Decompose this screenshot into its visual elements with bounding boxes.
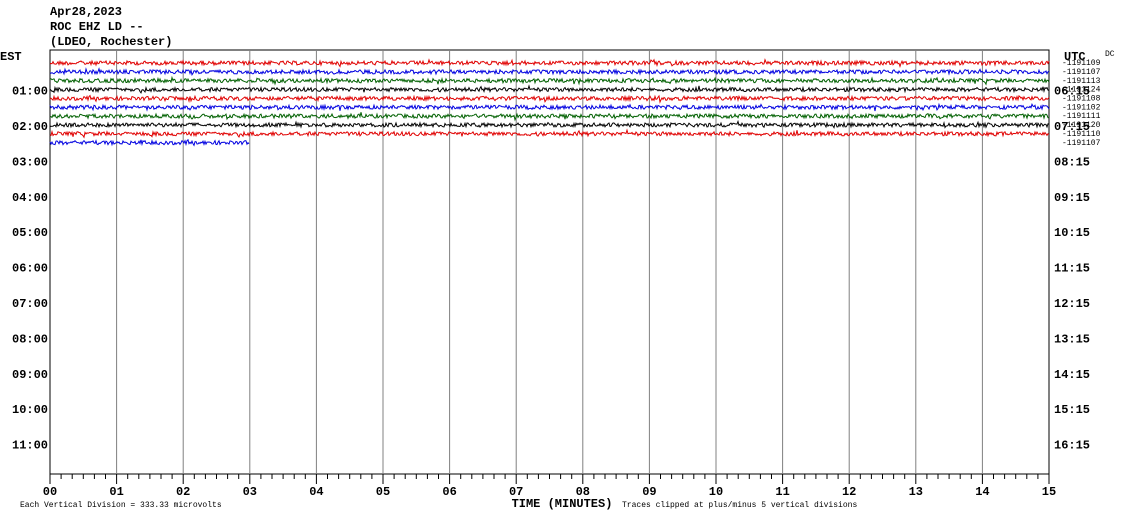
left-hour-label: 01:00 <box>12 85 48 99</box>
x-tick-label: 14 <box>975 485 989 499</box>
trace <box>49 138 250 147</box>
x-tick-label: 01 <box>109 485 123 499</box>
x-tick-label: 03 <box>243 485 257 499</box>
dc-label: -1191107 <box>1062 68 1101 77</box>
dc-label: -1191108 <box>1062 95 1101 104</box>
left-hour-label: 03:00 <box>12 155 48 169</box>
trace <box>49 102 1050 112</box>
dc-label: -1191107 <box>1062 139 1101 148</box>
right-hour-label: 14:15 <box>1054 368 1090 382</box>
right-hour-label: 13:15 <box>1054 332 1090 346</box>
x-tick-label: 11 <box>775 485 789 499</box>
dc-label: -1191102 <box>1062 103 1101 112</box>
dc-label: -1191113 <box>1062 77 1101 86</box>
plot-frame <box>49 49 1050 475</box>
right-hour-label: 07:15 <box>1054 120 1090 134</box>
right-hour-label: 16:15 <box>1054 439 1090 453</box>
trace <box>49 58 1050 69</box>
right-hour-label: 09:15 <box>1054 191 1090 205</box>
station: ROC EHZ LD -- <box>50 20 144 34</box>
x-tick-label: 04 <box>309 485 323 499</box>
trace <box>49 128 1050 139</box>
x-tick-label: 15 <box>1042 485 1056 499</box>
left-hour-label: 07:00 <box>12 297 48 311</box>
left-hour-label: 10:00 <box>12 403 48 417</box>
dc-title: DC <box>1105 50 1115 59</box>
left-axis-title: EST <box>0 50 22 64</box>
left-hour-label: 02:00 <box>12 120 48 134</box>
x-tick-label: 06 <box>442 485 456 499</box>
dc-label: -1191109 <box>1062 59 1101 68</box>
dc-label: -1191111 <box>1062 112 1101 121</box>
trace <box>49 112 1050 122</box>
trace <box>49 94 1050 104</box>
x-tick-label: 08 <box>576 485 590 499</box>
left-hour-label: 04:00 <box>12 191 48 205</box>
left-hour-label: 08:00 <box>12 332 48 346</box>
scale-note: Each Vertical Division = 333.33 microvol… <box>20 501 222 510</box>
x-tick-label: 02 <box>176 485 190 499</box>
right-hour-label: 15:15 <box>1054 403 1090 417</box>
dc-label: -1191110 <box>1062 130 1101 139</box>
clip-note: Traces clipped at plus/minus 5 vertical … <box>622 501 857 510</box>
x-tick-label: 00 <box>43 485 57 499</box>
left-hour-label: 06:00 <box>12 262 48 276</box>
dc-label: -1191120 <box>1062 121 1101 130</box>
right-hour-label: 11:15 <box>1054 262 1090 276</box>
x-tick-label: 12 <box>842 485 856 499</box>
x-tick-label: 07 <box>509 485 523 499</box>
x-tick-label: 05 <box>376 485 390 499</box>
trace <box>49 67 1050 76</box>
dc-label: -1191124 <box>1062 86 1101 95</box>
right-hour-label: 10:15 <box>1054 226 1090 240</box>
x-tick-label: 10 <box>709 485 723 499</box>
x-axis-title: TIME (MINUTES) <box>512 497 613 511</box>
left-hour-label: 09:00 <box>12 368 48 382</box>
x-tick-label: 09 <box>642 485 656 499</box>
trace <box>49 119 1050 129</box>
date: Apr28,2023 <box>50 5 122 19</box>
right-axis-title: UTC <box>1064 50 1086 64</box>
trace <box>49 84 1050 94</box>
right-hour-label: 06:15 <box>1054 85 1090 99</box>
left-hour-label: 05:00 <box>12 226 48 240</box>
x-tick-label: 13 <box>909 485 923 499</box>
right-hour-label: 12:15 <box>1054 297 1090 311</box>
left-hour-label: 11:00 <box>12 439 48 453</box>
right-hour-label: 08:15 <box>1054 155 1090 169</box>
trace <box>49 75 1050 86</box>
network: (LDEO, Rochester) <box>50 35 172 49</box>
